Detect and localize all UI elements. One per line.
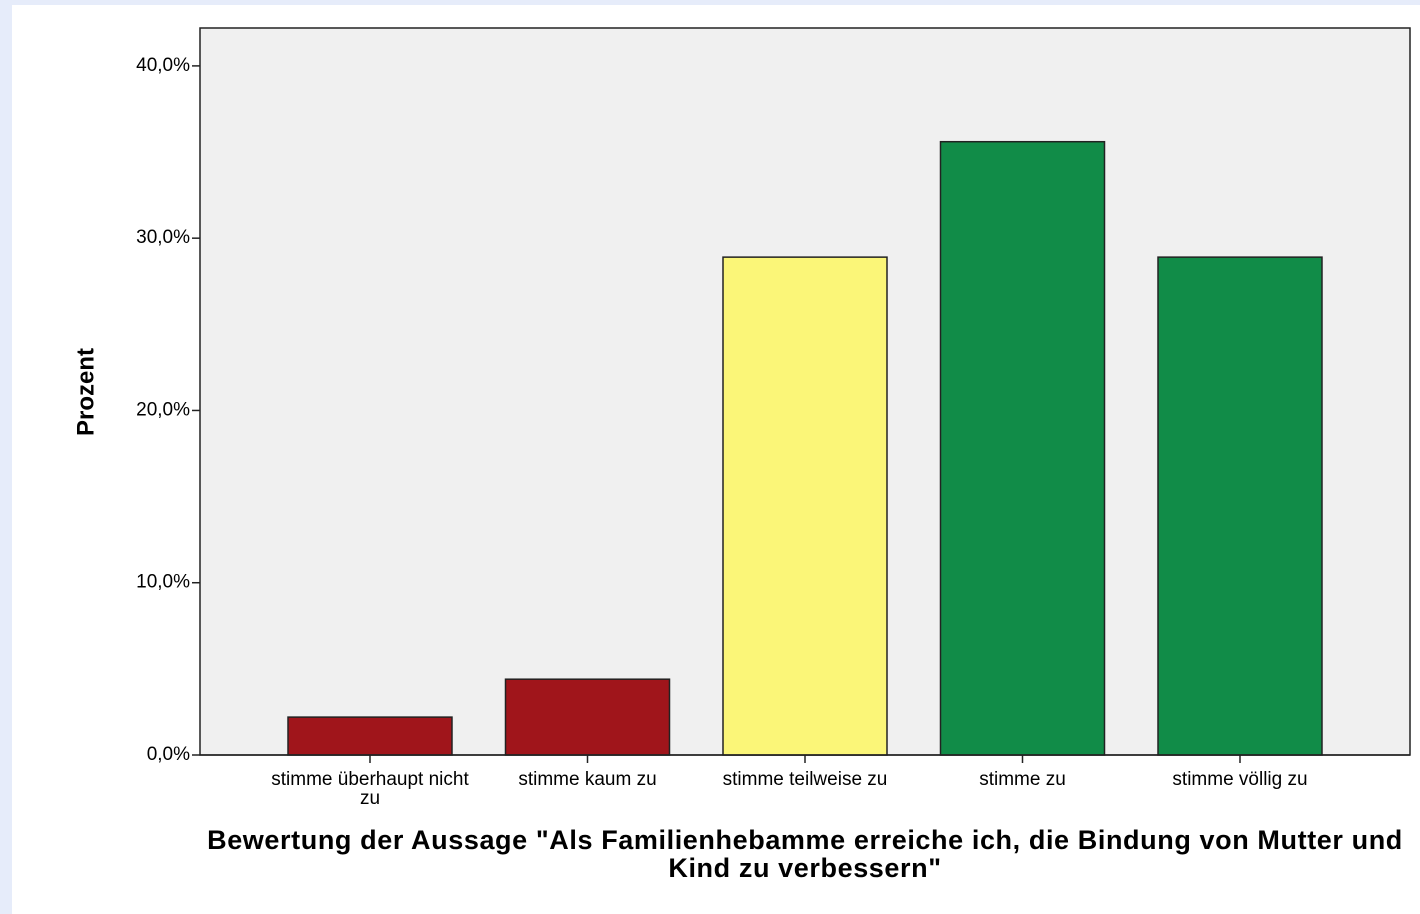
bar xyxy=(722,256,888,756)
y-tick-label: 20,0% xyxy=(136,399,190,420)
bar xyxy=(1157,256,1323,756)
y-tick-label: 10,0% xyxy=(136,572,190,593)
x-tick-label: stimme kaum zu xyxy=(518,769,657,790)
x-tick-label: stimme zu xyxy=(979,769,1066,790)
y-tick-label: 30,0% xyxy=(136,227,190,248)
bar xyxy=(287,716,453,756)
x-tick-label: stimme teilweise zu xyxy=(722,769,888,790)
x-tick-label: stimme völlig zu xyxy=(1172,769,1308,790)
x-tick-label: stimme überhaupt nicht zu xyxy=(271,769,469,809)
y-tick-label: 0,0% xyxy=(147,744,190,765)
y-axis-title: Prozent xyxy=(72,348,99,436)
bar xyxy=(939,140,1106,756)
x-axis-title: Bewertung der Aussage "Als Familienhebam… xyxy=(207,825,1403,883)
bar xyxy=(504,678,671,756)
y-tick-label: 40,0% xyxy=(136,55,190,76)
